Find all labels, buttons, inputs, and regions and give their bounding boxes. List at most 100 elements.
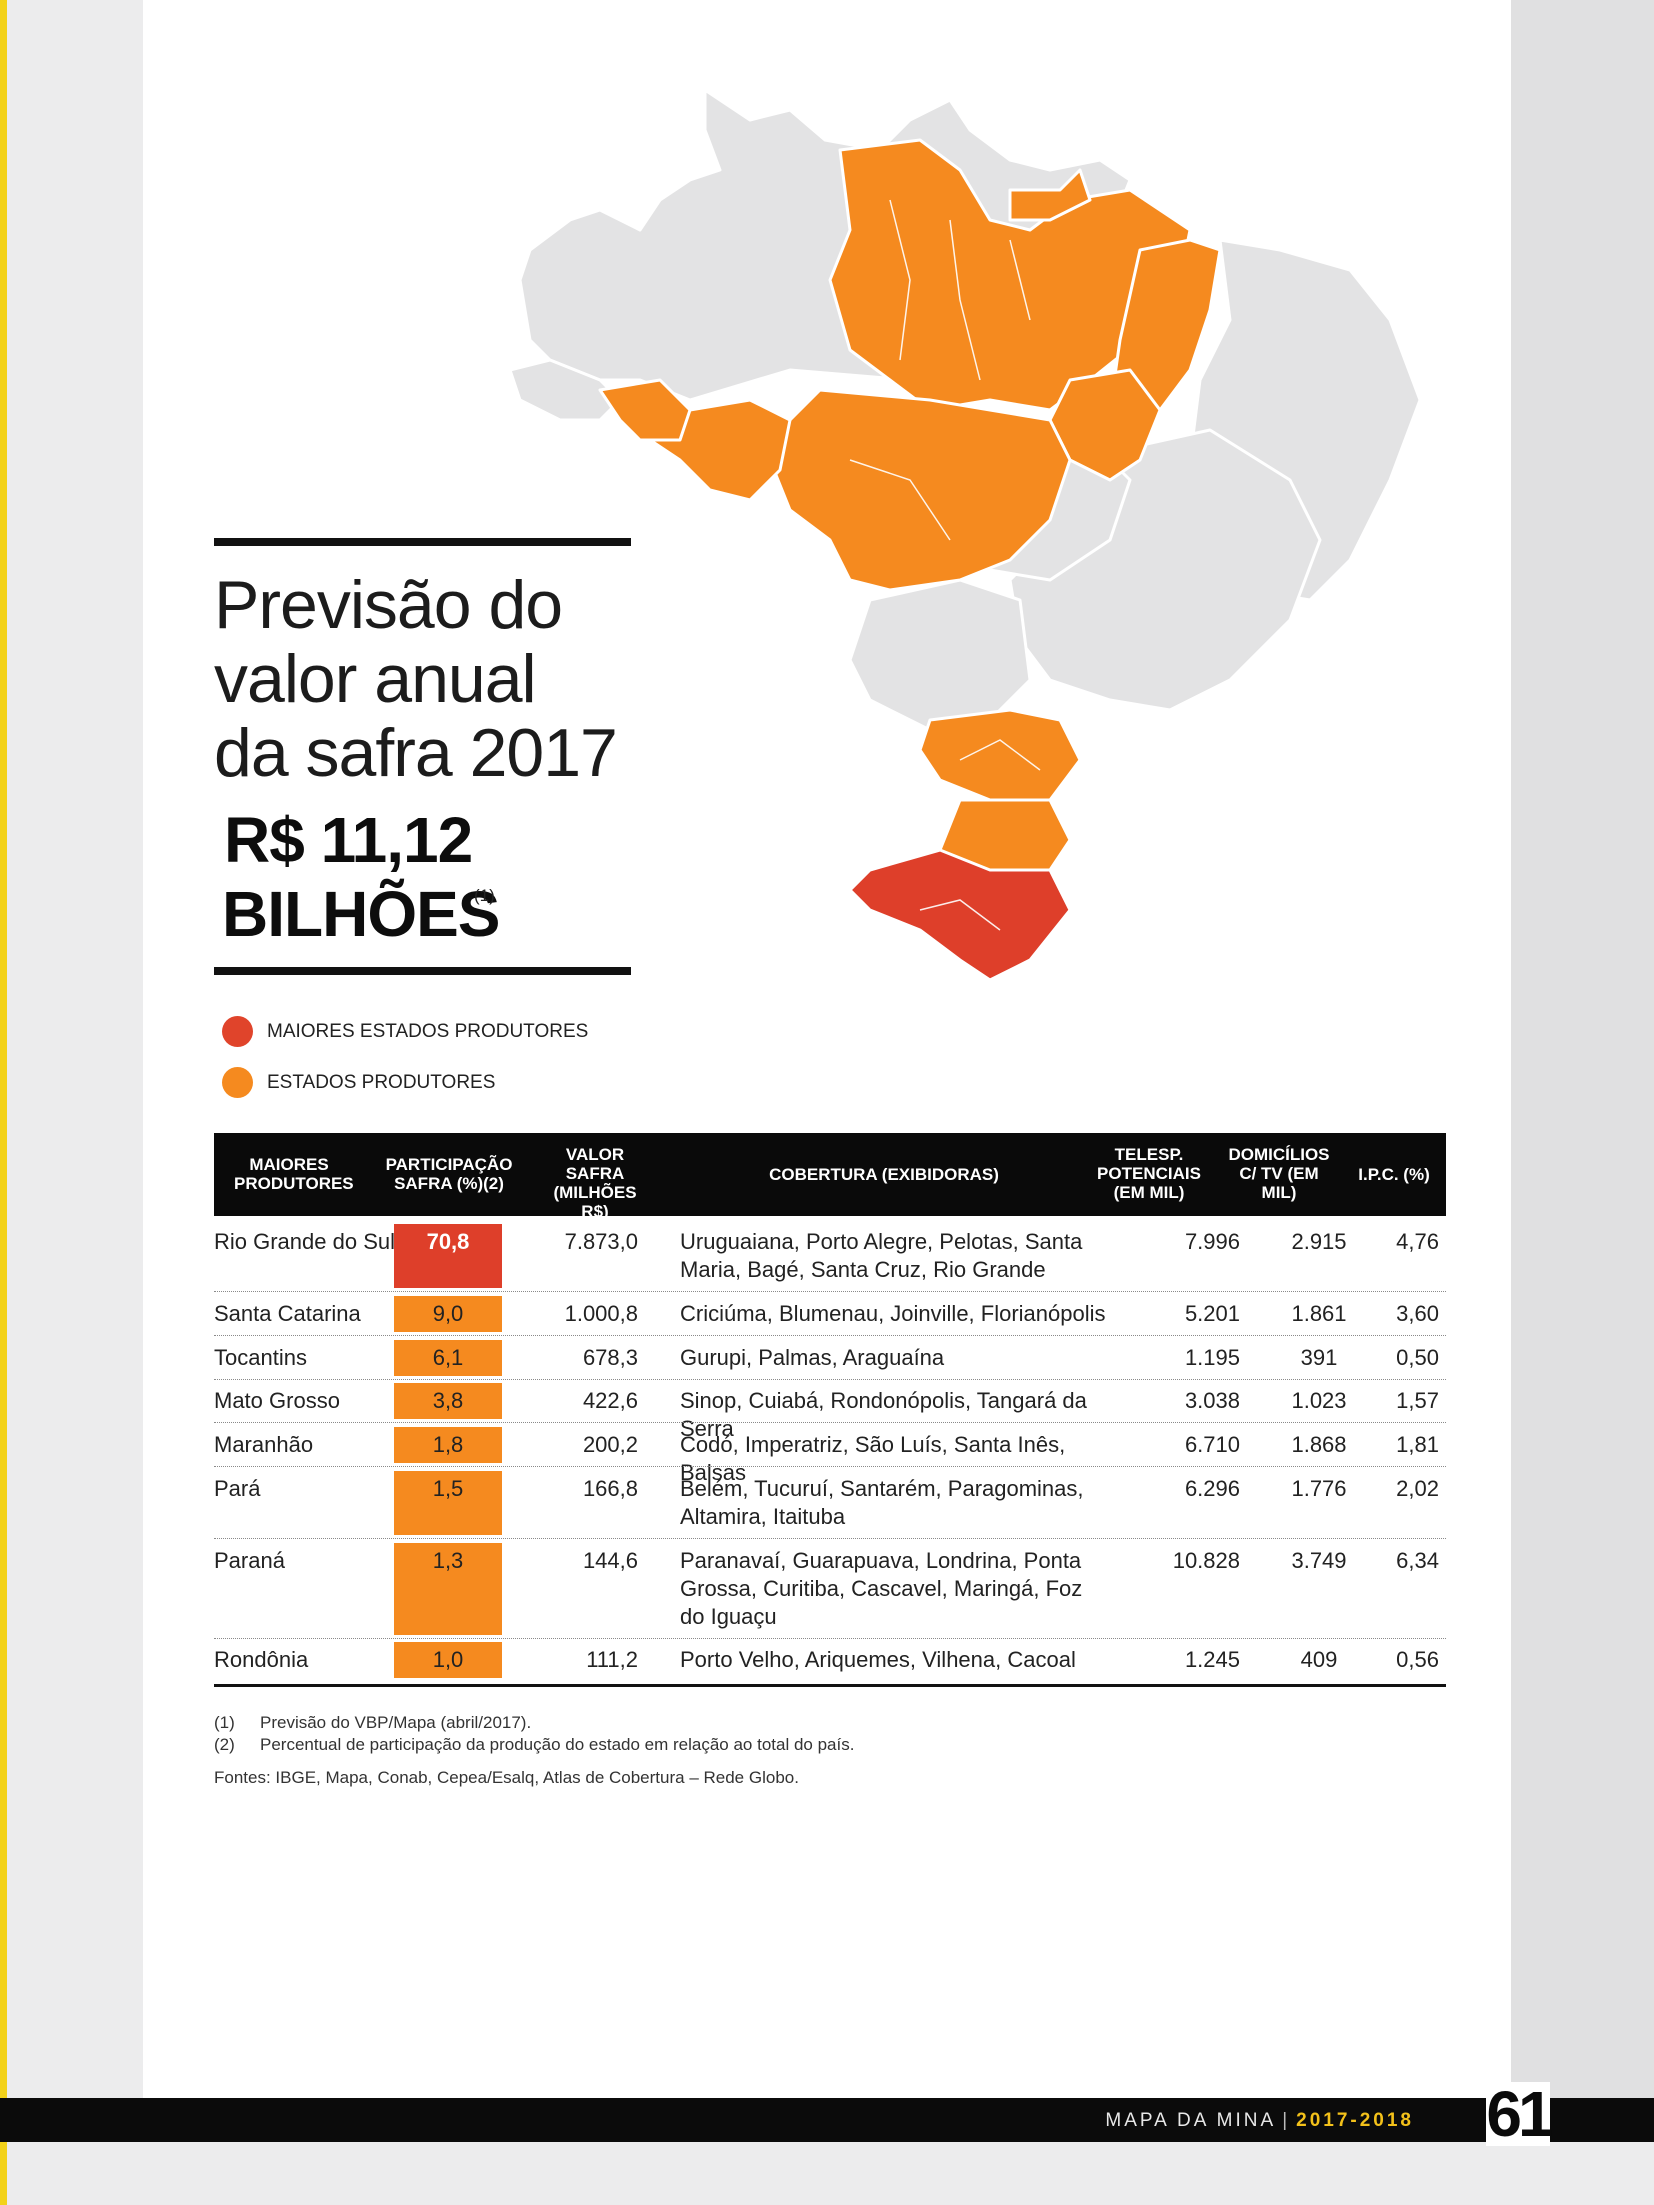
cell-share: 9,0 <box>432 1301 464 1326</box>
map-mato-grosso-sul <box>848 578 1032 732</box>
th-share: PARTICIPAÇÃO SAFRA (%)(2) <box>385 1155 513 1193</box>
map-parana <box>918 708 1082 802</box>
row-divider <box>214 1638 1446 1639</box>
cell-households: 391 <box>1300 1345 1338 1370</box>
share-bar <box>394 1642 502 1678</box>
map-mato-grosso <box>768 388 1072 592</box>
th-ipc: I.P.C. (%) <box>1358 1165 1430 1184</box>
cell-state: Mato Grosso <box>214 1388 340 1413</box>
th-value: VALOR SAFRA (MILHÕES R$) <box>553 1145 637 1221</box>
table-row: Maranhão 1,8 200,2 Codó, Imperatriz, São Lu… <box>214 1425 1446 1485</box>
share-bar <box>394 1471 502 1535</box>
cell-share: 6,1 <box>432 1345 464 1370</box>
table-bottom-rule <box>214 1684 1446 1687</box>
cell-households: 409 <box>1300 1647 1338 1672</box>
cell-ipc: 0,56 <box>1396 1647 1439 1672</box>
title-line-3: da safra 2017 <box>214 715 618 791</box>
cell-ipc: 1,57 <box>1396 1388 1439 1413</box>
cell-viewers: 6.296 <box>1184 1476 1240 1501</box>
footer-title: MAPA DA MINA <box>1105 2110 1277 2131</box>
footnote-1: (1) Previsão do VBP/Mapa (abril/2017). <box>214 1712 854 1734</box>
cell-coverage: Sinop, Cuiabá, Rondonópolis, Tangará da … <box>680 1388 1087 1441</box>
yellow-edge-strip <box>0 0 7 2205</box>
cell-coverage: Paranavaí, Guarapuava, Londrina, Ponta G… <box>680 1548 1083 1629</box>
table-row: Tocantins 6,1 678,3 Gurupi, Palmas, Araguaí… <box>214 1338 1446 1380</box>
cell-viewers: 6.710 <box>1184 1432 1240 1457</box>
footer-publication: MAPA DA MINA | 2017-2018 <box>1105 2110 1414 2131</box>
harvest-value: R$ 11,12 <box>224 804 473 876</box>
cell-coverage: Codó, Imperatriz, São Luís, Santa Inês, … <box>680 1432 1066 1485</box>
cell-households: 3.749 <box>1291 1548 1347 1573</box>
cell-state: Rio Grande do Sul <box>214 1229 395 1254</box>
footnote-1-text: Previsão do VBP/Mapa (abril/2017). <box>260 1713 532 1732</box>
cell-households: 2.915 <box>1291 1229 1347 1254</box>
cell-share: 1,3 <box>432 1548 464 1573</box>
cell-households: 1.776 <box>1291 1476 1347 1501</box>
cell-ipc: 4,76 <box>1396 1229 1439 1254</box>
page-number: 61 <box>1486 2078 1554 2150</box>
cell-coverage: Criciúma, Blumenau, Joinville, Florianóp… <box>680 1301 1106 1326</box>
cell-value: 200,2 <box>582 1432 638 1457</box>
cell-ipc: 3,60 <box>1396 1301 1439 1326</box>
brazil-map <box>508 88 1420 980</box>
cell-share: 70,8 <box>426 1229 470 1254</box>
row-divider <box>214 1291 1446 1292</box>
cell-state: Tocantins <box>214 1345 307 1370</box>
footnote-2-index: (2) <box>214 1735 235 1754</box>
cell-coverage: Gurupi, Palmas, Araguaína <box>680 1345 945 1370</box>
th-state: MAIORES PRODUTORES <box>234 1155 354 1193</box>
share-bar <box>394 1340 502 1376</box>
cell-share: 1,5 <box>432 1476 464 1501</box>
legend-major: MAIORES ESTADOS PRODUTORES <box>222 1016 588 1047</box>
map-rio-grande-do-sul <box>848 848 1072 980</box>
cell-state: Paraná <box>214 1548 285 1573</box>
legend-red-dot <box>222 1016 253 1047</box>
footnote-1-index: (1) <box>214 1713 235 1732</box>
th-households: DOMICÍLIOS C/ TV (EM MIL) <box>1228 1145 1330 1202</box>
legend-orange-dot <box>222 1067 253 1098</box>
cell-state: Rondônia <box>214 1647 309 1672</box>
cell-share: 3,8 <box>432 1388 464 1413</box>
sources: Fontes: IBGE, Mapa, Conab, Cepea/Esalq, … <box>214 1768 799 1787</box>
cell-state: Pará <box>214 1476 261 1501</box>
row-divider <box>214 1335 1446 1336</box>
share-bar <box>394 1427 502 1463</box>
th-viewers: TELESP. POTENCIAIS (EM MIL) <box>1097 1145 1201 1202</box>
title-top-rule <box>214 538 631 546</box>
title-bottom-rule <box>214 967 631 975</box>
row-divider <box>214 1538 1446 1539</box>
cell-value: 422,6 <box>582 1388 638 1413</box>
share-bar-major <box>394 1224 502 1288</box>
cell-value: 678,3 <box>582 1345 638 1370</box>
cell-value: 111,2 <box>586 1647 638 1672</box>
cell-viewers: 7.996 <box>1184 1229 1240 1254</box>
table-row: Paraná 1,3 144,6 Paranavaí, Guarapuava, Lon… <box>214 1541 1446 1639</box>
share-bar <box>394 1296 502 1332</box>
row-divider <box>214 1466 1446 1467</box>
cell-ipc: 1,81 <box>1396 1432 1439 1457</box>
footer-bar <box>0 2098 1654 2142</box>
cell-state: Maranhão <box>214 1432 314 1457</box>
cell-viewers: 10.828 <box>1172 1548 1240 1573</box>
cell-share: 1,8 <box>432 1432 464 1457</box>
cell-viewers: 1.245 <box>1184 1647 1240 1672</box>
footnotes: (1) Previsão do VBP/Mapa (abril/2017). (2… <box>214 1712 854 1756</box>
cell-viewers: 5.201 <box>1184 1301 1240 1326</box>
cell-coverage: Porto Velho, Ariquemes, Vilhena, Cacoal <box>680 1647 1076 1672</box>
cell-share: 1,0 <box>432 1647 464 1672</box>
cell-households: 1.023 <box>1291 1388 1347 1413</box>
map-acre-orange <box>598 378 692 442</box>
cell-coverage: Belém, Tucuruí, Santarém, Paragominas, A… <box>680 1476 1084 1529</box>
legend-producers-label: ESTADOS PRODUTORES <box>267 1071 496 1093</box>
row-divider <box>214 1422 1446 1423</box>
footnote-2: (2) Percentual de participação da produçã… <box>214 1734 854 1756</box>
share-bar <box>394 1383 502 1419</box>
cell-value: 7.873,0 <box>564 1229 638 1254</box>
table-row: Mato Grosso 3,8 422,6 Sinop, Cuiabá, Rondon… <box>214 1381 1446 1441</box>
footer-years: 2017-2018 <box>1296 2110 1414 2131</box>
cell-state: Santa Catarina <box>214 1301 361 1326</box>
cell-ipc: 0,50 <box>1396 1345 1439 1370</box>
th-coverage: COBERTURA (EXIBIDORAS) <box>769 1165 999 1184</box>
share-bar <box>394 1543 502 1635</box>
cell-value: 144,6 <box>582 1548 638 1573</box>
